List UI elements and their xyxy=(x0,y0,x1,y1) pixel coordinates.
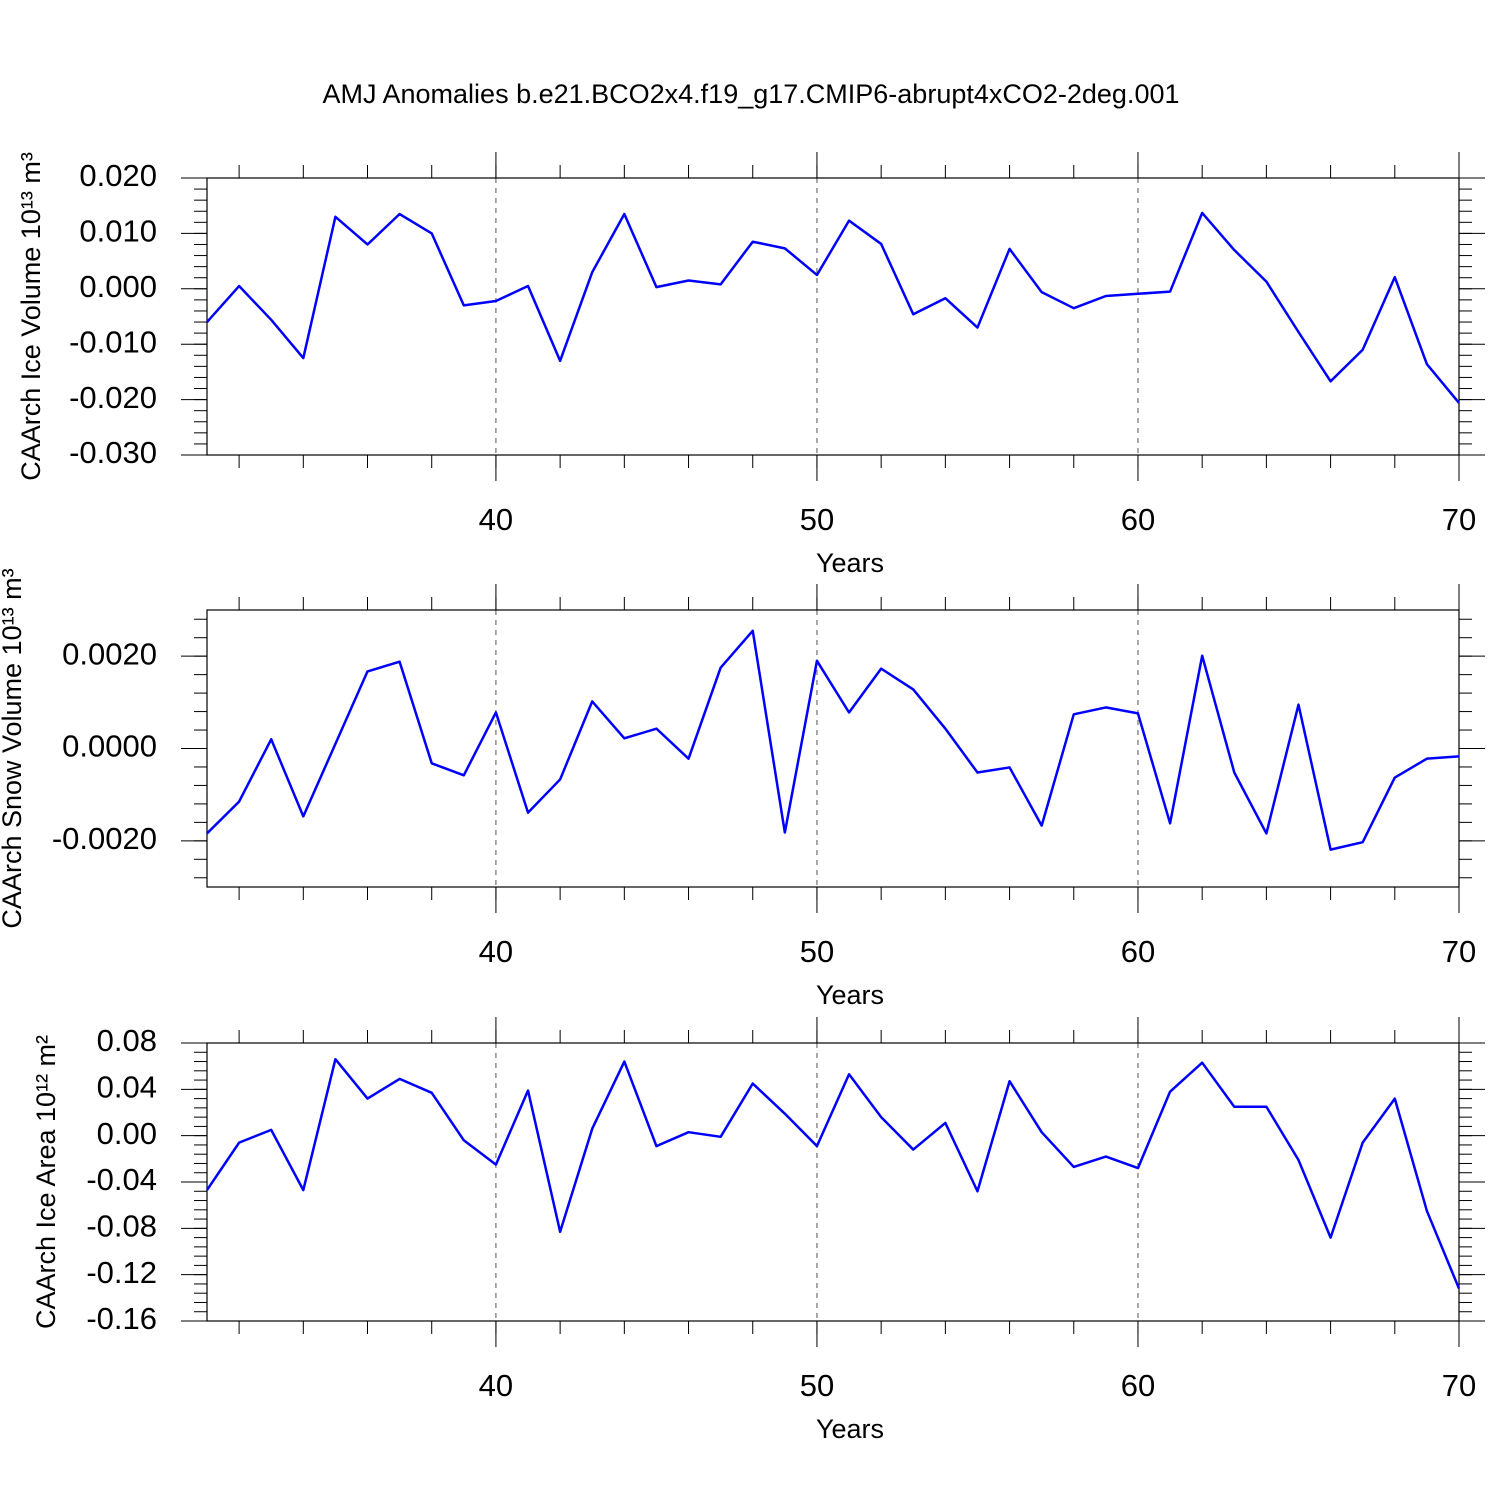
x-tick-label: 60 xyxy=(1121,1368,1155,1403)
y-axis-label: CAArch Ice Volume 10¹³ m³ xyxy=(16,152,46,481)
plot-frame xyxy=(206,609,1460,888)
y-tick-label: -0.12 xyxy=(86,1255,157,1290)
x-tick-label: 70 xyxy=(1442,502,1476,537)
x-tick-label: 50 xyxy=(800,1368,834,1403)
x-tick-label: 50 xyxy=(800,502,834,537)
plot-frame xyxy=(206,177,1460,456)
x-axis-label: Years xyxy=(816,1414,884,1444)
y-tick-label: 0.020 xyxy=(79,158,157,193)
x-tick-label: 60 xyxy=(1121,934,1155,969)
x-tick-label: 40 xyxy=(479,1368,513,1403)
y-tick-label: 0.010 xyxy=(79,214,157,249)
y-tick-label: -0.0020 xyxy=(52,821,157,856)
y-tick-label: 0.08 xyxy=(97,1023,157,1058)
x-tick-label: 50 xyxy=(800,934,834,969)
x-axis-label: Years xyxy=(816,980,884,1010)
x-tick-label: 70 xyxy=(1442,934,1476,969)
y-tick-label: 0.04 xyxy=(97,1070,157,1105)
panel: 40 50 60 70 0.0020 0.0000 -0.0020 Years CAArch S… xyxy=(0,568,1485,1010)
x-tick-label: 60 xyxy=(1121,502,1155,537)
y-tick-label: 0.000 xyxy=(79,269,157,304)
panel: 40 50 60 70 0.08 0.04 0.00 -0.04 -0.08 -0.12 -0.16… xyxy=(31,1017,1485,1444)
y-axis-label: CAArch Snow Volume 10¹³ m³ xyxy=(0,568,27,928)
data-line xyxy=(206,211,1460,404)
plot-frame xyxy=(206,1042,1460,1322)
panel: 40 50 60 70 0.020 0.010 0.000 -0.010 -0.020 -0.03… xyxy=(16,79,1485,578)
x-tick-label: 40 xyxy=(479,934,513,969)
y-tick-label: -0.08 xyxy=(86,1209,157,1244)
data-line xyxy=(205,1057,1461,1290)
y-tick-label: -0.16 xyxy=(86,1301,157,1336)
y-tick-label: -0.010 xyxy=(69,324,157,359)
x-tick-label: 40 xyxy=(479,502,513,537)
chart-title: AMJ Anomalies b.e21.BCO2x4.f19_g17.CMIP6… xyxy=(323,79,1180,109)
x-axis-label: Years xyxy=(816,548,884,578)
y-axis-label: CAArch Ice Area 10¹² m² xyxy=(31,1035,61,1329)
x-tick-label: 70 xyxy=(1442,1368,1476,1403)
y-tick-label: -0.030 xyxy=(69,435,157,470)
y-tick-label: 0.0000 xyxy=(62,729,157,764)
y-tick-label: 0.0020 xyxy=(62,636,157,671)
data-line xyxy=(206,629,1460,851)
y-tick-label: -0.020 xyxy=(69,380,157,415)
y-tick-label: 0.00 xyxy=(97,1116,157,1151)
y-tick-label: -0.04 xyxy=(86,1162,157,1197)
